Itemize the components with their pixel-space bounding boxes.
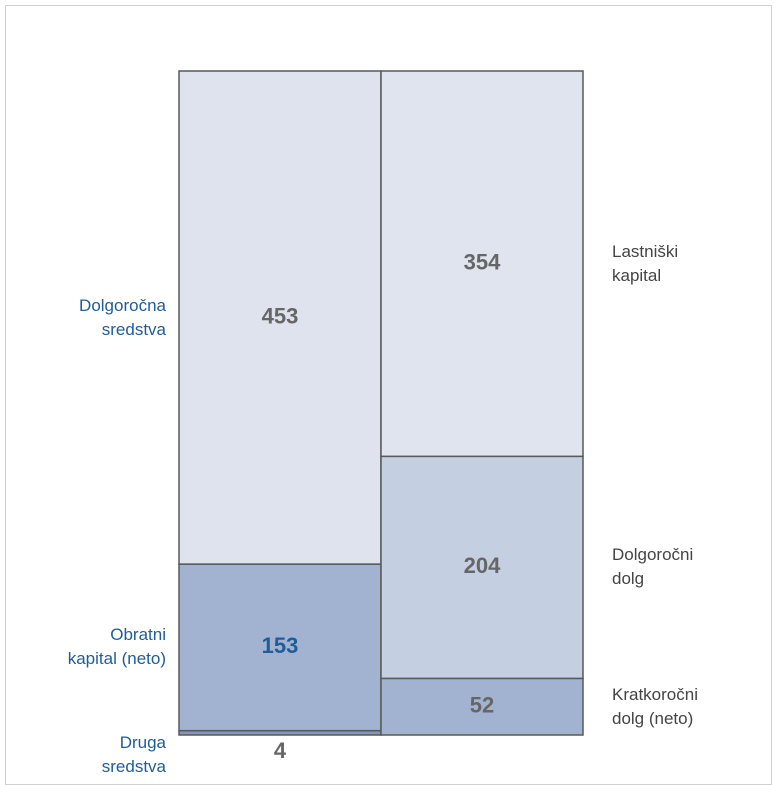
value-label: 453 — [262, 303, 299, 328]
value-label: 354 — [464, 249, 501, 274]
segment — [380, 677, 584, 736]
segment-name: Dolgoročna sredstva — [79, 295, 166, 339]
segment-name: Lastniški kapital — [612, 241, 679, 285]
value-label: 204 — [464, 553, 501, 578]
segment-name: Dolgoročni dolg — [612, 545, 694, 589]
value-label: 4 — [274, 738, 287, 763]
value-label: 153 — [262, 633, 299, 658]
segment-name: Obratni kapital (neto) — [67, 625, 166, 669]
segment — [380, 70, 584, 458]
segment — [178, 563, 382, 732]
value-label: 52 — [470, 693, 494, 718]
segment-name: Kratkoročni dolg (neto) — [612, 684, 698, 728]
segment — [178, 70, 382, 565]
segment-name: Druga sredstva — [101, 733, 166, 776]
